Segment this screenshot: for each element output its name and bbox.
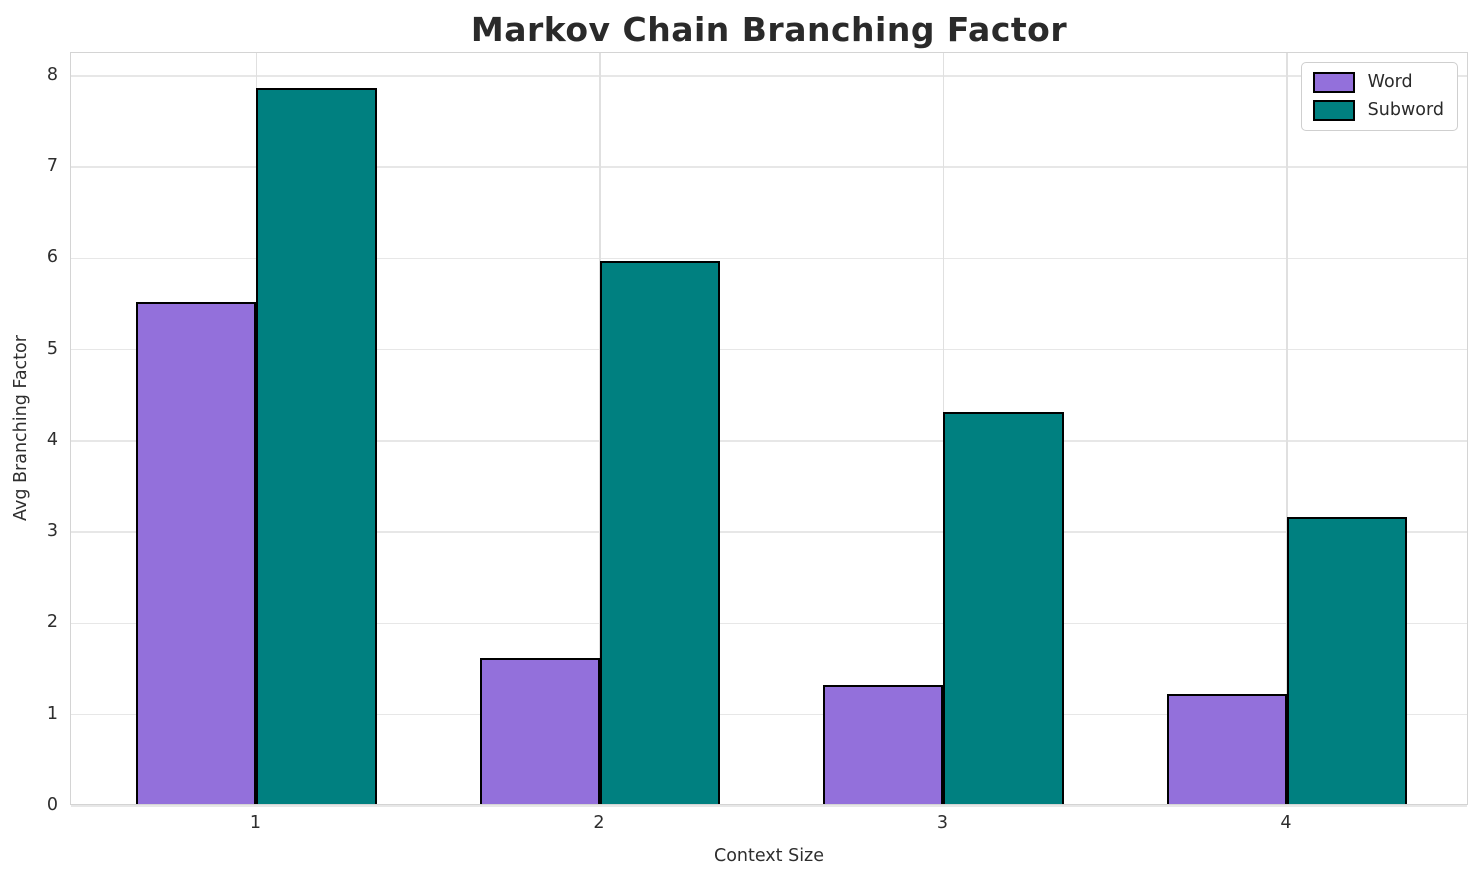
bar-word-1 — [136, 302, 257, 804]
gridline-y-5 — [71, 348, 1467, 351]
y-tick-label-5: 5 — [46, 338, 58, 359]
y-tick-label-7: 7 — [46, 156, 58, 177]
x-tick-label-1: 1 — [249, 813, 262, 833]
bar-subword-2 — [599, 260, 721, 804]
legend-swatch-word — [1312, 72, 1355, 93]
legend-swatch-subword — [1312, 100, 1355, 121]
x-axis-label: Context Size — [713, 846, 825, 866]
legend: Word Subword — [1300, 62, 1458, 131]
gridline-x-4 — [1286, 53, 1288, 804]
y-tick-label-6: 6 — [46, 247, 58, 268]
y-tick-label-4: 4 — [46, 429, 58, 450]
bar-subword-3 — [943, 411, 1064, 804]
legend-label-word: Word — [1367, 72, 1413, 92]
legend-item-subword: Subword — [1312, 100, 1444, 121]
x-tick-label-3: 3 — [936, 813, 949, 833]
legend-item-word: Word — [1312, 72, 1444, 93]
gridline-y-3 — [71, 531, 1467, 533]
gridline-y-6 — [71, 257, 1467, 260]
y-axis-label: Avg Branching Factor — [11, 335, 31, 521]
bar-word-4 — [1166, 694, 1287, 804]
bar-subword-4 — [1286, 516, 1408, 804]
bar-subword-1 — [256, 87, 377, 804]
bar-word-2 — [479, 657, 600, 804]
x-tick-label-4: 4 — [1280, 813, 1292, 833]
y-tick-label-0: 0 — [46, 795, 58, 815]
plot-area: Word Subword — [70, 52, 1468, 807]
gridline-y-4 — [71, 440, 1467, 442]
gridline-y-0 — [71, 805, 1467, 807]
y-tick-label-1: 1 — [46, 703, 58, 724]
bar-word-3 — [823, 685, 944, 804]
x-tick-label-2: 2 — [593, 813, 605, 833]
gridline-y-7 — [71, 166, 1467, 168]
chart-title: Markov Chain Branching Factor — [470, 10, 1068, 49]
gridline-y-1 — [71, 713, 1467, 716]
y-tick-label-2: 2 — [46, 612, 58, 633]
y-tick-label-8: 8 — [46, 64, 58, 85]
legend-label-subword: Subword — [1367, 100, 1444, 120]
y-tick-label-3: 3 — [46, 521, 58, 542]
gridline-y-2 — [71, 622, 1467, 625]
gridline-y-8 — [71, 75, 1467, 77]
